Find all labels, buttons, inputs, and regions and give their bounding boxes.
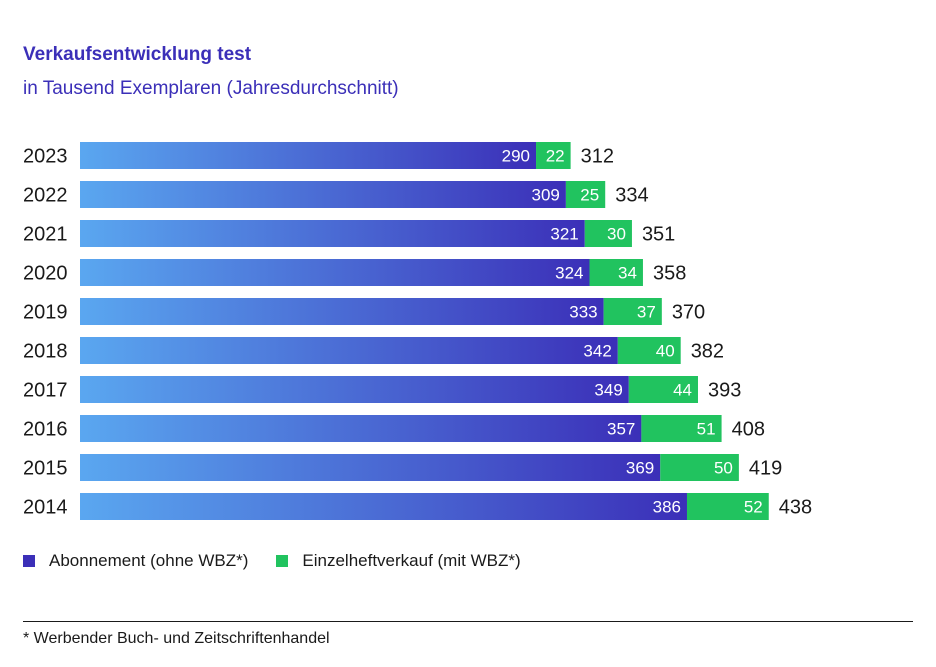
year-label: 2017 (23, 380, 68, 402)
year-label: 2015 (23, 458, 68, 480)
bar-abonnement (80, 415, 642, 442)
legend-label-einzelheft: Einzelheftverkauf (mit WBZ*) (302, 551, 521, 570)
value-label-einzelheft: 22 (546, 147, 565, 166)
bar-abonnement (80, 298, 604, 325)
value-label-abonnement: 321 (550, 225, 578, 244)
year-label: 2016 (23, 419, 68, 441)
value-label-abonnement: 290 (502, 147, 530, 166)
total-label: 312 (581, 146, 614, 168)
year-label: 2020 (23, 263, 68, 285)
bar-abonnement (80, 337, 618, 364)
legend-label-abonnement: Abonnement (ohne WBZ*) (49, 551, 249, 570)
year-label: 2018 (23, 341, 68, 363)
value-label-einzelheft: 34 (618, 264, 637, 283)
bar-abonnement (80, 142, 537, 169)
legend-item-abonnement: Abonnement (ohne WBZ*) (23, 551, 248, 571)
bars-group: 2023 290 22 312 2022 309 25 334 2021 321 30 351 2020… (23, 142, 812, 520)
total-label: 334 (615, 185, 648, 207)
value-label-abonnement: 386 (653, 498, 681, 517)
bar-einzelheft (628, 376, 698, 403)
chart-subtitle: in Tausend Exemplaren (Jahresdurchschnit… (23, 78, 399, 99)
bar-chart: 2023 290 22 312 2022 309 25 334 2021 321 30 351 2020… (23, 142, 812, 520)
year-label: 2021 (23, 224, 68, 246)
bar-abonnement (80, 493, 687, 520)
value-label-einzelheft: 25 (580, 186, 599, 205)
total-label: 408 (732, 419, 765, 441)
chart-title: Verkaufsentwicklung test (23, 44, 252, 65)
value-label-abonnement: 369 (626, 459, 654, 478)
year-label: 2022 (23, 185, 68, 207)
value-label-abonnement: 349 (594, 381, 622, 400)
total-label: 438 (779, 497, 812, 519)
legend-swatch-abonnement (23, 555, 35, 567)
total-label: 382 (691, 341, 724, 363)
year-label: 2023 (23, 146, 68, 168)
year-label: 2014 (23, 497, 68, 519)
value-label-abonnement: 357 (607, 420, 635, 439)
bar-einzelheft (641, 415, 722, 442)
total-label: 358 (653, 263, 686, 285)
bar-einzelheft (617, 337, 681, 364)
bar-abonnement (80, 376, 629, 403)
value-label-einzelheft: 40 (656, 342, 675, 361)
bar-abonnement (80, 454, 661, 481)
total-label: 370 (672, 302, 705, 324)
legend-swatch-einzelheft (276, 555, 289, 567)
bar-einzelheft (686, 493, 769, 520)
value-label-abonnement: 342 (583, 342, 611, 361)
bar-abonnement (80, 181, 566, 208)
bar-einzelheft (603, 298, 662, 325)
bar-abonnement (80, 259, 590, 286)
bar-abonnement (80, 220, 585, 247)
value-label-abonnement: 333 (569, 303, 597, 322)
value-label-einzelheft: 30 (607, 225, 626, 244)
value-label-einzelheft: 44 (673, 381, 692, 400)
total-label: 393 (708, 380, 741, 402)
value-label-einzelheft: 37 (637, 303, 656, 322)
footnote: * Werbender Buch- und Zeitschriftenhande… (23, 630, 330, 647)
legend-item-einzelheft: Einzelheftverkauf (mit WBZ*) (276, 551, 521, 571)
bar-einzelheft (584, 220, 632, 247)
bar-einzelheft (565, 181, 606, 208)
value-label-abonnement: 324 (555, 264, 583, 283)
footnote-divider (23, 621, 913, 622)
bar-einzelheft (536, 142, 571, 169)
total-label: 419 (749, 458, 782, 480)
value-label-einzelheft: 52 (744, 498, 763, 517)
year-label: 2019 (23, 302, 68, 324)
legend: Abonnement (ohne WBZ*) Einzelheftverkauf… (23, 551, 549, 571)
value-label-abonnement: 309 (532, 186, 560, 205)
value-label-einzelheft: 51 (697, 420, 716, 439)
value-label-einzelheft: 50 (714, 459, 733, 478)
total-label: 351 (642, 224, 675, 246)
bar-einzelheft (660, 454, 739, 481)
bar-einzelheft (589, 259, 643, 286)
